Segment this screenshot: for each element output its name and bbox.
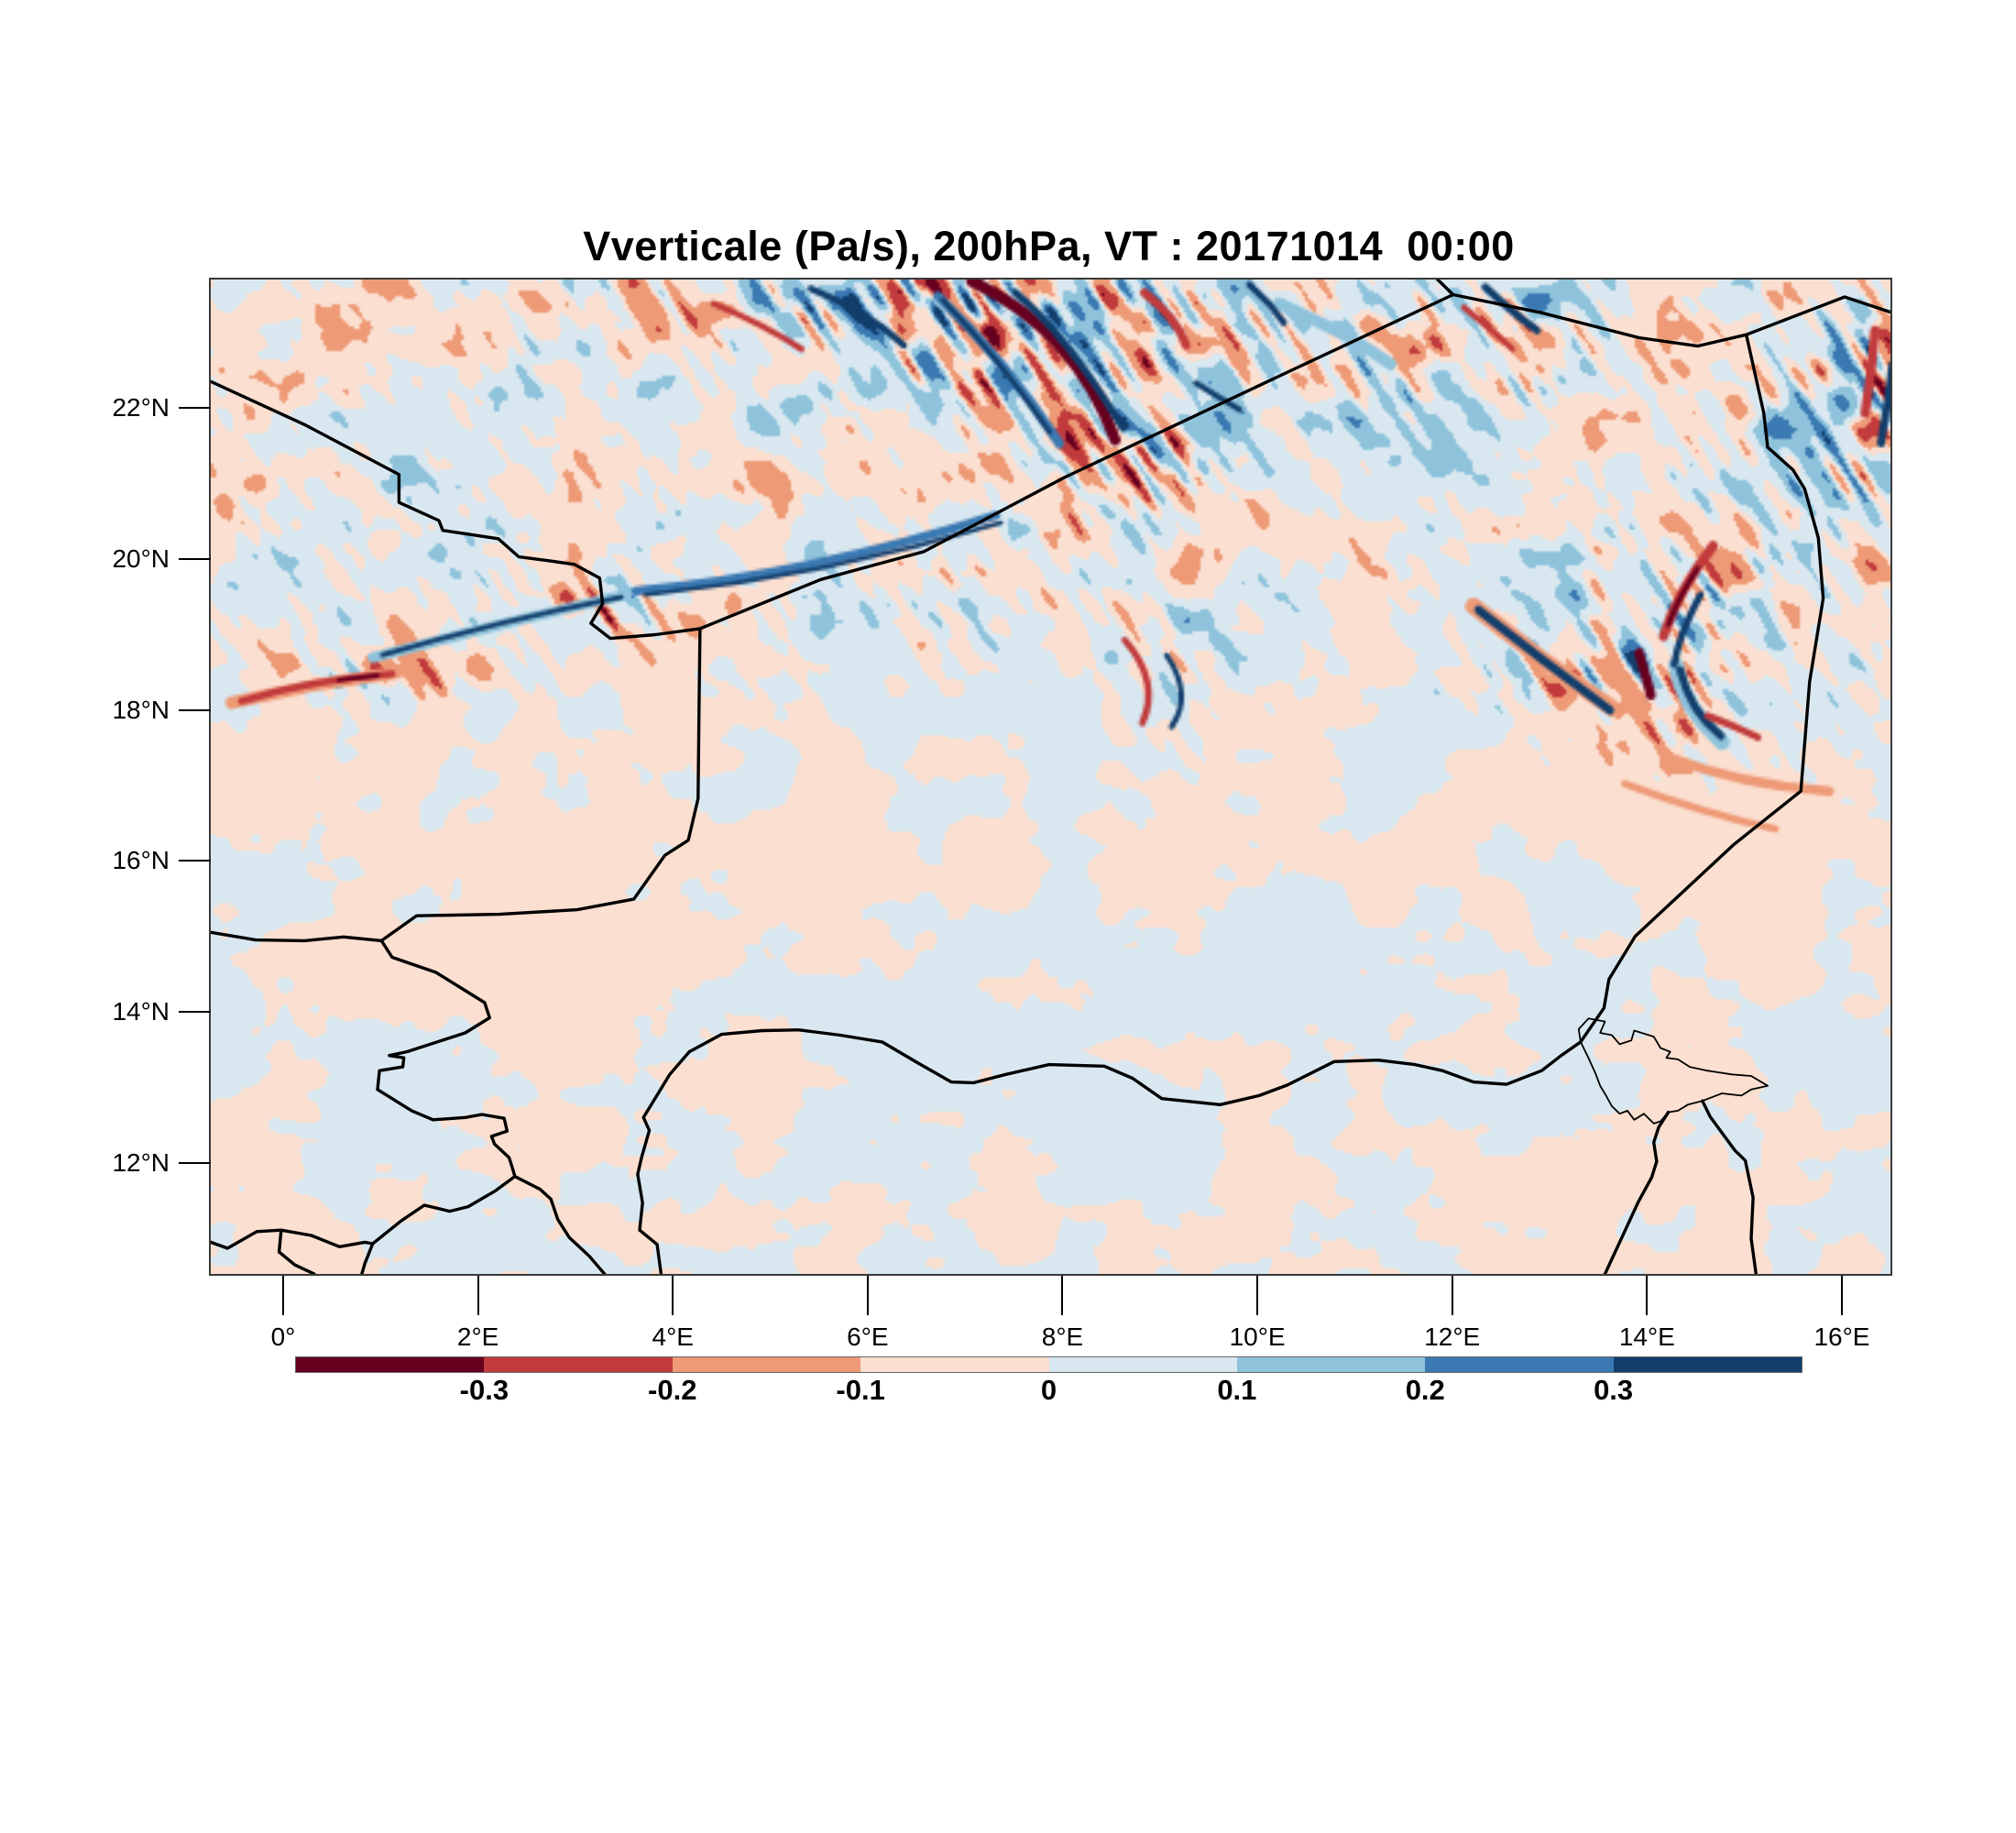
lon-tick-mark (477, 1276, 479, 1315)
lat-tick-mark (179, 1011, 211, 1014)
border-ghana-burkina-togo (211, 1228, 375, 1250)
lon-tick-label: 8°E (1041, 1323, 1084, 1351)
lat-tick-label: 12°N (112, 1148, 170, 1178)
colorbar-segment (1236, 1357, 1426, 1372)
lon-tick-mark (1061, 1276, 1064, 1315)
border-burkina-niger (376, 938, 517, 1179)
lon-tick-label: 4°E (652, 1323, 694, 1351)
lat-tick-label: 22°N (112, 392, 170, 422)
colorbar-tick-label: -0.1 (836, 1374, 885, 1406)
lake-chad-outline (1577, 1017, 1769, 1125)
lon-tick-mark (1451, 1276, 1453, 1315)
colorbar (295, 1356, 1802, 1373)
lon-tick-mark (1256, 1276, 1259, 1315)
lat-tick-label: 20°N (112, 543, 170, 573)
lon-tick-mark (672, 1276, 674, 1315)
lon-tick-label: 6°E (847, 1323, 889, 1351)
border-benin-niger-mekrou (513, 1174, 607, 1274)
border-niger-chad (1579, 333, 1825, 1044)
border-algeria-libya (1435, 280, 1455, 297)
lon-tick-label: 16°E (1813, 1323, 1870, 1351)
border-mali-burkina (211, 930, 383, 943)
country-borders-overlay (211, 280, 1890, 1274)
colorbar-segment (672, 1357, 861, 1372)
colorbar-tick-label: 0 (1040, 1374, 1057, 1406)
colorbar-tick-label: -0.3 (459, 1374, 509, 1406)
border-ghana-togo (277, 1228, 316, 1274)
contour-field-canvas (211, 280, 1890, 1274)
colorbar-segment (296, 1357, 485, 1372)
border-nigeria-cameroon (1603, 1110, 1671, 1274)
map-plot-area (209, 278, 1892, 1276)
border-algeria-niger (698, 292, 1455, 631)
lon-tick-label: 14°E (1618, 1323, 1675, 1351)
border-mali-niger (379, 627, 702, 943)
border-burkina-benin (371, 1174, 517, 1246)
border-niger-libya (1452, 292, 1748, 348)
border-chad-cameroon (1701, 1099, 1758, 1274)
border-togo-benin (360, 1242, 375, 1274)
lon-tick-mark (1646, 1276, 1649, 1315)
colorbar-tick-label: 0.3 (1594, 1374, 1634, 1406)
colorbar-segment (484, 1357, 673, 1372)
lat-tick-mark (179, 406, 211, 409)
lat-tick-label: 18°N (112, 695, 170, 724)
colorbar-segment (1613, 1357, 1802, 1372)
lon-tick-mark (866, 1276, 869, 1315)
lat-tick-mark (179, 708, 211, 711)
lon-tick-label: 10°E (1229, 1323, 1286, 1351)
lon-tick-label: 2°E (456, 1323, 499, 1351)
colorbar-segment (1425, 1357, 1614, 1372)
lon-tick-mark (282, 1276, 284, 1315)
lat-tick-mark (179, 557, 211, 560)
lat-tick-label: 16°N (112, 846, 170, 875)
colorbar-tick-label: -0.2 (648, 1374, 697, 1406)
lon-tick-mark (1840, 1276, 1843, 1315)
lat-tick-mark (179, 1162, 211, 1165)
border-algeria-mali (211, 379, 702, 641)
border-benin-nigeria (636, 1049, 691, 1274)
lat-tick-label: 14°N (112, 997, 170, 1026)
colorbar-segment (1048, 1357, 1237, 1372)
lon-tick-label: 12°E (1424, 1323, 1481, 1351)
border-libya-chad (1745, 295, 1890, 336)
colorbar-tick-label: 0.2 (1405, 1374, 1445, 1406)
lat-tick-mark (179, 860, 211, 862)
chart-title: Vverticale (Pa/s), 200hPa, VT : 20171014… (583, 223, 1515, 269)
colorbar-tick-label: 0.1 (1217, 1374, 1257, 1406)
colorbar-segment (860, 1357, 1049, 1372)
lon-tick-label: 0° (270, 1323, 296, 1351)
border-niger-nigeria (687, 1028, 1583, 1106)
